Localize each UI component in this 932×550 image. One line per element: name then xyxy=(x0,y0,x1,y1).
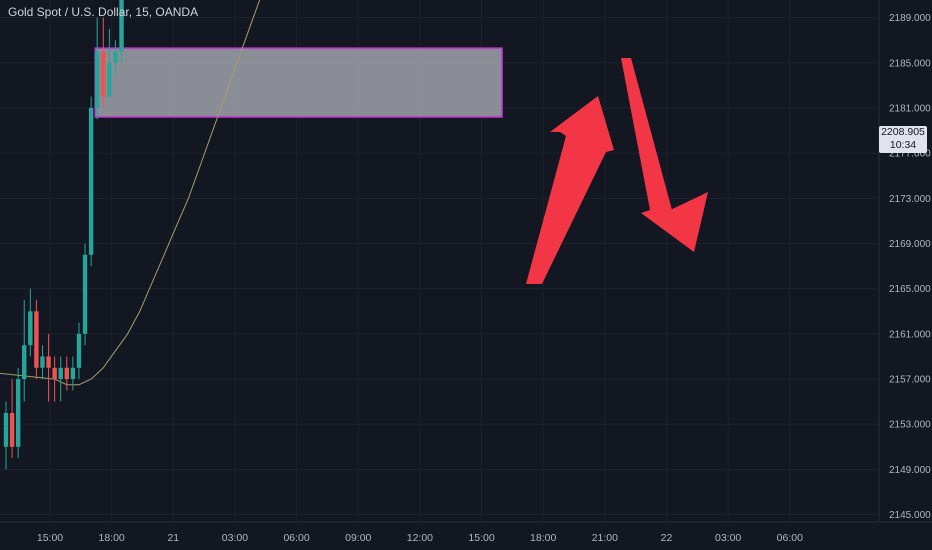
time-axis[interactable]: 15:00 18:00 21 03:00 06:00 09:00 12:00 15:00 18:… xyxy=(37,532,803,544)
y-tick-label: 2165.000 xyxy=(889,284,931,295)
candle-body xyxy=(64,367,69,380)
candle-body xyxy=(3,412,9,447)
x-tick-label: 15:00 xyxy=(468,532,494,544)
y-tick-label: 2157.000 xyxy=(889,375,931,386)
candle-body xyxy=(119,0,124,52)
x-tick-label: 09:00 xyxy=(345,532,371,544)
x-tick-label: 21:00 xyxy=(592,532,618,544)
candles xyxy=(3,0,124,470)
x-tick-label: 12:00 xyxy=(407,532,433,544)
y-tick-label: 2161.000 xyxy=(889,329,931,340)
price-axis[interactable]: 2145.000 2149.000 2153.000 2157.000 2161.000… xyxy=(889,0,931,521)
moving-average-line xyxy=(0,0,261,386)
candle-body xyxy=(107,62,112,97)
candle-body xyxy=(76,333,82,368)
x-tick-label: 18:00 xyxy=(530,532,556,544)
x-tick-label: 06:00 xyxy=(777,532,803,544)
support-zone[interactable] xyxy=(94,47,503,118)
x-tick-label: 03:00 xyxy=(222,532,248,544)
x-tick-label: 06:00 xyxy=(283,532,309,544)
chart-title: Gold Spot / U.S. Dollar, 15, OANDA xyxy=(8,5,199,19)
candle-body xyxy=(52,367,57,380)
x-tick-label: 15:00 xyxy=(37,532,63,544)
candle-body xyxy=(28,311,33,346)
candle-body xyxy=(88,107,94,255)
y-tick-label: 2173.000 xyxy=(889,194,931,205)
y-tick-label: 2153.000 xyxy=(889,420,931,431)
arrow-up-icon[interactable] xyxy=(526,96,614,284)
y-tick-label: 2181.000 xyxy=(889,103,931,114)
candle-body xyxy=(95,51,100,108)
candle-body xyxy=(34,311,39,368)
y-tick-label: 2185.000 xyxy=(889,58,931,69)
y-tick-label: 2177.000 xyxy=(889,149,931,160)
candle-body xyxy=(58,367,63,380)
candle-body xyxy=(22,345,27,380)
candle-body xyxy=(15,379,21,447)
candle-body xyxy=(46,356,51,368)
x-tick-label: 22 xyxy=(661,532,673,544)
y-tick-label: 2189.000 xyxy=(889,13,931,24)
x-tick-label: 21 xyxy=(167,532,179,544)
candle-body xyxy=(113,51,118,63)
candle-body xyxy=(40,356,45,368)
x-tick-label: 18:00 xyxy=(99,532,125,544)
candle-body xyxy=(70,367,76,380)
candle-body xyxy=(101,51,106,97)
candle-countdown: 10:34 xyxy=(889,139,917,151)
candle-body xyxy=(82,254,88,334)
y-tick-label: 2149.000 xyxy=(889,465,931,476)
last-price-tag: 2208.905 10:34 xyxy=(879,126,927,153)
x-tick-label: 03:00 xyxy=(715,532,741,544)
y-tick-label: 2145.000 xyxy=(889,510,931,521)
last-price-value: 2208.905 xyxy=(881,126,925,138)
candle-body xyxy=(9,412,15,447)
arrow-down-icon[interactable] xyxy=(621,58,708,252)
y-tick-label: 2169.000 xyxy=(889,239,931,250)
